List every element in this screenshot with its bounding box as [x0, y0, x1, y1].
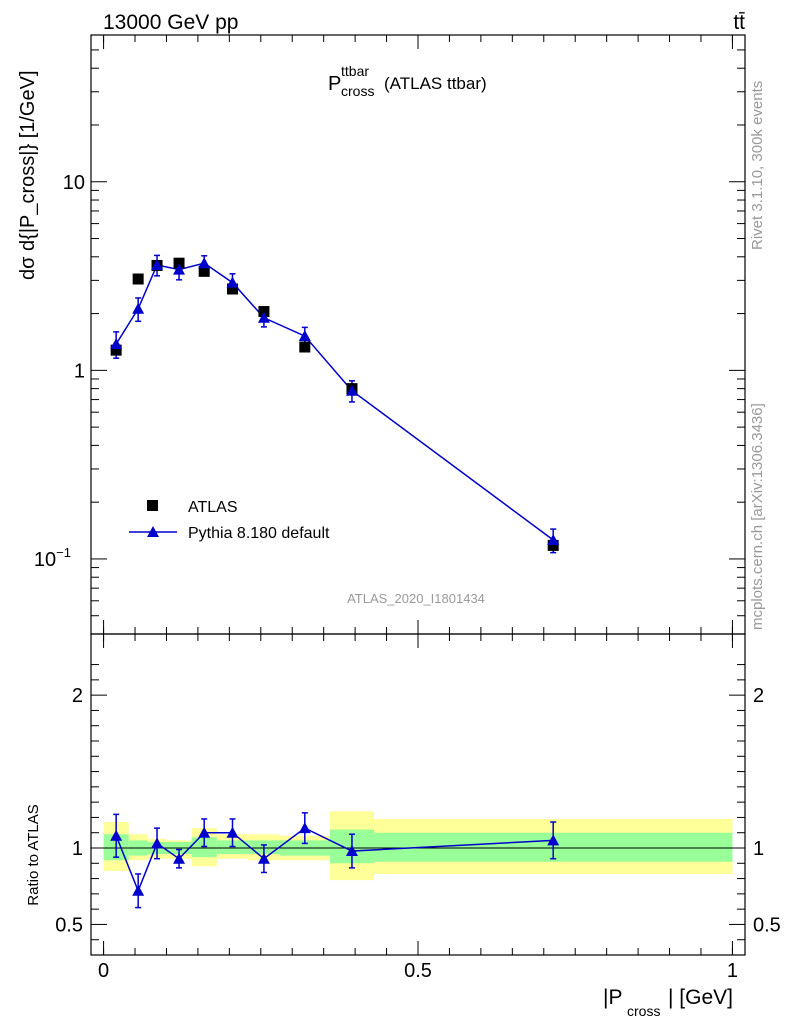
- main-title-suffix: (ATLAS ttbar): [384, 74, 487, 93]
- upper-y-axis-label: dσ d{|P_cross|} [1/GeV]: [17, 70, 39, 280]
- ratio-pythia-point: [110, 829, 123, 841]
- ratio-pythia-point: [173, 852, 186, 864]
- rivet-version-label: Rivet 3.1.10, 300k events: [749, 81, 766, 250]
- pythia-point: [257, 311, 270, 323]
- pythia-point: [547, 534, 560, 546]
- pythia-point: [298, 330, 311, 342]
- ratio-pythia-point: [198, 826, 211, 838]
- ratio-stat-band-4: [191, 837, 217, 858]
- tick-base: 10: [34, 549, 56, 571]
- legend-pythia-label: Pythia 8.180 default: [188, 525, 330, 542]
- main-title: P ttbar cross (ATLAS ttbar): [328, 63, 487, 99]
- lower-y-tick-label-right: 1: [753, 838, 764, 860]
- ratio-pythia-point: [345, 845, 358, 857]
- ratio-stat-band-5: [216, 840, 249, 855]
- analysis-id: ATLAS_2020_I1801434: [347, 591, 485, 606]
- header-energy-label: 13000 GeV pp: [103, 11, 238, 34]
- upper-ylabel-text: dσ d{|P_cross|} [1/GeV]: [17, 70, 39, 280]
- upper-y-tick-label: 1: [74, 360, 85, 382]
- main-title-sup: ttbar: [341, 63, 369, 79]
- legend: ATLAS Pythia 8.180 default: [129, 499, 330, 542]
- ratio-pythia-point: [257, 852, 270, 864]
- tick-exponent: −1: [56, 545, 71, 560]
- legend-atlas-label: ATLAS: [188, 499, 238, 516]
- atlas-point: [258, 306, 270, 318]
- x-tick-label: 1: [727, 960, 738, 982]
- atlas-point: [110, 344, 122, 356]
- lower-y-tick-label-right: 0.5: [753, 914, 781, 936]
- xlabel-pre: |P: [603, 986, 622, 1009]
- ratio-pythia-point: [547, 834, 560, 846]
- pythia-point: [151, 258, 164, 270]
- legend-atlas-marker: [147, 500, 158, 511]
- ratio-pythia-point: [226, 826, 239, 838]
- x-tick-label: 0: [98, 960, 109, 982]
- lower-y-tick-label: 2: [72, 685, 83, 707]
- xlabel-sub: cross: [627, 1003, 660, 1019]
- pythia-point: [226, 276, 239, 288]
- atlas-point: [226, 283, 238, 295]
- svg-text:dσ d{|P_cross|} [1/GeV]: dσ d{|P_cross|} [1/GeV]: [17, 70, 39, 280]
- ratio-pythia-point: [151, 837, 164, 849]
- header-process-label: tt̄: [733, 11, 745, 34]
- lower-frame: [90, 633, 746, 956]
- mcplots-label: mcplots.cern.ch [arXiv:1306.3436]: [749, 403, 766, 630]
- main-title-base: P: [328, 73, 341, 95]
- main-title-sub: cross: [341, 83, 374, 99]
- ratio-pythia-point: [298, 822, 311, 834]
- lower-y-tick-label: 1: [72, 838, 83, 860]
- upper-y-tick-label: 10: [63, 172, 85, 194]
- pythia-point: [132, 302, 145, 314]
- pythia-point: [173, 263, 186, 275]
- x-axis-label: |P cross | [GeV]: [603, 986, 733, 1019]
- atlas-point: [299, 341, 311, 353]
- atlas-point: [132, 273, 144, 285]
- legend-pythia-marker: [147, 526, 159, 537]
- atlas-point: [173, 257, 185, 269]
- pythia-line: [115, 262, 554, 541]
- lower-y-tick-label: 0.5: [55, 914, 83, 936]
- ratio-pythia-point: [132, 884, 145, 896]
- upper-frame: [90, 34, 746, 635]
- atlas-point: [198, 265, 210, 277]
- pythia-point: [345, 384, 358, 396]
- pythia-point: [198, 257, 211, 269]
- svg-text:P: P: [328, 73, 341, 95]
- lower-y-tick-label-right: 2: [753, 685, 764, 707]
- upper-y-tick-label: 10−1: [34, 545, 71, 571]
- lower-y-axis-label: Ratio to ATLAS: [25, 804, 42, 905]
- atlas-point: [547, 539, 559, 551]
- x-tick-label: 0.5: [404, 960, 432, 982]
- svg-text:|P: |P: [603, 986, 622, 1009]
- ratio-panel: 0 0.5 1 0.5 0.5 1 1 2 2: [55, 633, 781, 982]
- xlabel-post: | [GeV]: [668, 986, 733, 1009]
- pythia-point: [110, 337, 123, 349]
- ratio-pythia-line: [115, 827, 554, 893]
